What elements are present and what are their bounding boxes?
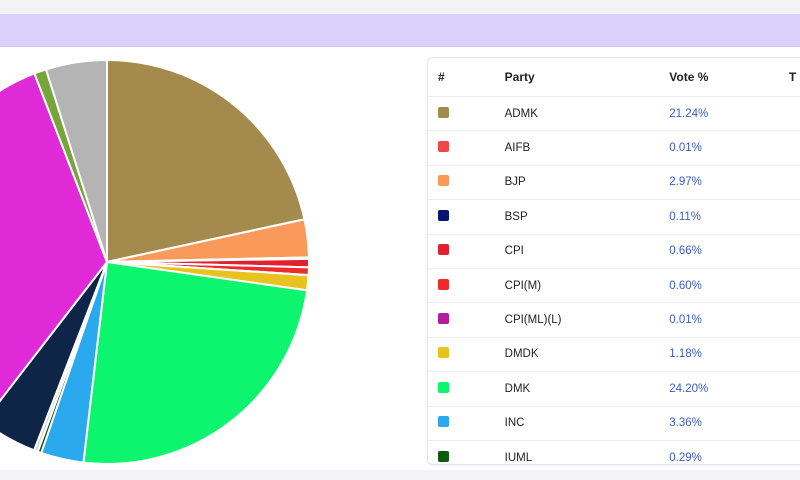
header-num: # <box>438 70 445 84</box>
bottom-strip <box>0 470 800 480</box>
vote-percentage: 0.01% <box>669 142 702 155</box>
table-row: BSP 0.11% <box>428 200 800 235</box>
party-name: BSP <box>504 210 528 223</box>
party-name: ADMK <box>504 107 538 120</box>
main-content: # Party Vote % T ADMK 21.24% AIFB 0.01% BJP 2… <box>0 47 800 480</box>
header-extra: T <box>788 70 797 84</box>
party-color-swatch <box>438 141 449 153</box>
pie-slice[interactable] <box>0 261 108 452</box>
pie-slice[interactable] <box>44 58 108 263</box>
top-strip <box>0 0 800 14</box>
vote-share-pie-chart <box>0 58 311 465</box>
party-name: CPI(M) <box>504 279 542 292</box>
row-color-cell <box>428 244 505 258</box>
vote-percentage: 3.36% <box>669 417 702 430</box>
party-color-swatch <box>438 313 449 325</box>
row-color-cell <box>428 106 505 121</box>
party-color-swatch <box>438 450 449 462</box>
party-name: DMK <box>504 382 531 395</box>
row-color-cell <box>428 416 505 430</box>
table-row: BJP 2.97% <box>428 166 800 201</box>
party-name: BJP <box>504 176 526 189</box>
party-name: CPI <box>504 245 524 258</box>
pie-slice-admk[interactable] <box>106 58 306 264</box>
vote-percentage: 0.01% <box>669 314 702 327</box>
party-color-swatch <box>438 106 449 118</box>
table-row: CPI(M) 0.60% <box>428 269 800 304</box>
table-row: DMDK 1.18% <box>428 338 800 373</box>
vote-percentage: 0.11% <box>669 210 702 223</box>
table-row: DMK 24.20% <box>428 372 800 407</box>
header-band <box>0 14 800 47</box>
row-color-cell <box>428 313 505 327</box>
vote-percentage: 0.66% <box>669 245 702 258</box>
vote-share-table: # Party Vote % T ADMK 21.24% AIFB 0.01% BJP 2… <box>427 57 800 465</box>
party-color-swatch <box>438 347 449 359</box>
row-color-cell <box>428 209 505 224</box>
party-color-swatch <box>438 244 449 256</box>
party-color-swatch <box>438 175 449 187</box>
row-color-cell <box>428 175 505 189</box>
vote-percentage: 0.60% <box>669 279 702 292</box>
party-color-swatch <box>438 381 449 393</box>
vote-percentage: 24.20% <box>669 382 709 395</box>
party-name: DMDK <box>504 348 539 361</box>
party-name: IUML <box>504 451 533 464</box>
party-color-swatch <box>438 416 449 428</box>
pie-slice-dmk[interactable] <box>82 260 309 465</box>
row-color-cell <box>428 347 505 361</box>
table-row: INC 3.36% <box>428 407 800 441</box>
party-name: AIFB <box>504 142 531 155</box>
pie-slice[interactable] <box>0 72 109 421</box>
row-color-cell <box>428 278 505 293</box>
header-party: Party <box>504 70 535 84</box>
row-color-cell <box>428 381 505 396</box>
table-header-row: # Party Vote % T <box>428 58 800 97</box>
vote-percentage: 21.24% <box>669 107 709 120</box>
party-color-swatch <box>438 278 449 290</box>
table-body: ADMK 21.24% AIFB 0.01% BJP 2.97% BSP 0.11% CPI 0.… <box>428 97 800 474</box>
table-row: CPI(ML)(L) 0.01% <box>428 303 800 338</box>
vote-percentage: 1.18% <box>669 348 702 361</box>
table-row: AIFB 0.01% <box>428 131 800 166</box>
party-name: INC <box>504 417 525 430</box>
party-name: CPI(ML)(L) <box>504 314 562 327</box>
party-color-swatch <box>438 209 449 221</box>
table-row: CPI 0.66% <box>428 235 800 269</box>
header-vote: Vote % <box>669 70 709 84</box>
table-row: IUML 0.29% <box>428 441 800 474</box>
row-color-cell <box>428 450 505 465</box>
vote-percentage: 0.29% <box>669 451 702 464</box>
vote-percentage: 2.97% <box>669 176 702 189</box>
table-row: ADMK 21.24% <box>428 97 800 132</box>
row-color-cell <box>428 141 505 155</box>
